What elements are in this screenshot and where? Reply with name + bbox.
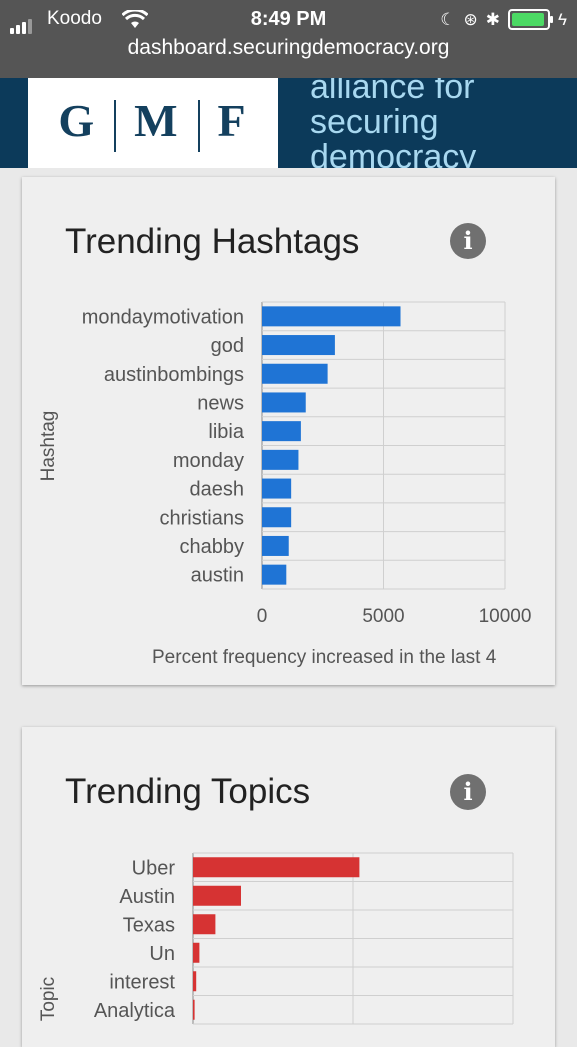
category-label: news [197,392,244,414]
bar [262,449,299,470]
clock: 8:49 PM [250,8,327,30]
orientation-lock-icon: ⊛ [463,9,478,29]
bar [262,363,328,384]
info-icon[interactable]: i [450,223,486,259]
status-bar: Koodo 8:49 PM ☾ ⊛ ✱ ϟ [0,6,577,34]
logo-letter: M [134,95,180,147]
x-tick-label: 0 [257,606,268,627]
bar [262,335,335,356]
tagline-line: securing [310,103,439,141]
x-tick-label: 10000 [479,606,532,627]
category-label: monday [173,450,244,472]
y-axis-title: Topic [38,977,59,1021]
bar [262,421,301,442]
tagline-line: democracy [310,138,477,169]
charging-bolt-icon: ϟ [558,9,567,29]
category-label: austinbombings [104,364,244,386]
bar [193,885,241,906]
browser-top-bar: Koodo 8:49 PM ☾ ⊛ ✱ ϟ dashboard.securing… [0,0,577,78]
bar [262,392,306,413]
bar [262,478,292,499]
category-label: Un [149,943,175,965]
wifi-icon [122,10,148,28]
category-label: libia [208,421,244,443]
logo-letter: F [217,95,248,147]
category-label: chabby [180,536,245,558]
category-label: austin [191,565,244,587]
bar [193,999,195,1020]
category-label: god [211,335,244,357]
bluetooth-icon: ✱ [485,9,500,29]
tagline-line: alliance for [310,78,475,106]
category-label: daesh [190,479,245,501]
address-bar-url[interactable]: dashboard.securingdemocracy.org [127,36,450,59]
x-axis-title: Percent frequency increased in the last … [152,647,497,668]
signal-strength-icon [10,12,34,34]
carrier-name: Koodo [47,8,102,29]
y-axis-title: Hashtag [38,411,59,482]
topic-bar-chart: Uber Austin Texas Un interest Analytica Topic [38,852,514,1025]
trending-topics-card: Trending Topics i Uber Austin Texas Un inter… [22,727,555,1047]
bar [262,507,292,528]
x-tick-label: 5000 [362,606,404,627]
bar [262,306,401,327]
bar [262,564,287,585]
category-label: christians [160,507,244,529]
category-label: Texas [123,914,175,936]
bar [193,857,360,878]
card-title: Trending Topics [65,772,311,811]
info-icon[interactable]: i [450,774,486,810]
bar [193,914,216,935]
trending-hashtags-card: Trending Hashtags i mondaymotivation god a… [22,177,555,685]
bar [193,942,200,963]
site-tagline: alliance for securing democracy [310,78,476,168]
category-label: interest [109,971,175,993]
category-label: Austin [119,886,175,908]
category-label: mondaymotivation [82,306,244,328]
category-label: Uber [132,857,176,879]
card-title: Trending Hashtags [65,222,360,261]
bar [193,971,197,992]
battery-icon [508,9,553,30]
do-not-disturb-moon-icon: ☾ [440,9,456,29]
bar [262,535,289,556]
category-label: Analytica [94,1000,176,1022]
logo-letter: G [58,95,97,147]
hashtag-bar-chart: mondaymotivation god austinbombings news lib… [38,301,532,668]
